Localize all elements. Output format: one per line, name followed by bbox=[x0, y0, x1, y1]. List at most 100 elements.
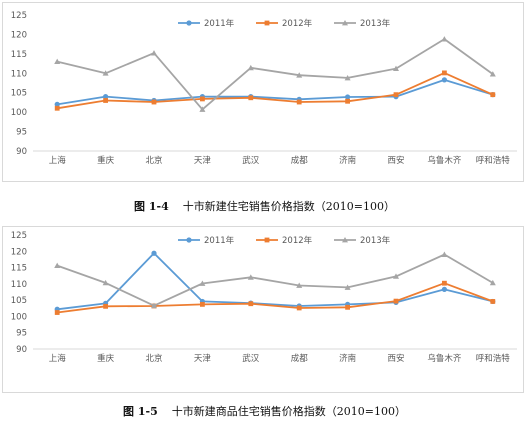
legend-marker bbox=[264, 237, 270, 243]
series-line-2 bbox=[57, 72, 494, 110]
y-tick-label: 125 bbox=[11, 231, 27, 241]
x-tick-label: 重庆 bbox=[97, 353, 115, 364]
series-line-2 bbox=[57, 282, 494, 314]
data-point bbox=[103, 303, 108, 309]
data-point bbox=[441, 36, 448, 42]
legend-marker bbox=[186, 20, 192, 26]
series-line-1 bbox=[57, 252, 494, 311]
data-point bbox=[199, 280, 206, 286]
x-tick-label: 成都 bbox=[291, 353, 309, 364]
x-tick-label: 天津 bbox=[194, 155, 212, 166]
data-point bbox=[393, 92, 399, 98]
data-point bbox=[54, 101, 60, 107]
y-tick-label: 120 bbox=[11, 247, 27, 257]
caption-number: 图 1-5 bbox=[123, 405, 158, 418]
chart-price-index-1: 90 95 100 105 110 115 120 125 上海 重庆 北京 天津 武汉 成都 济南 西安 乌鲁… bbox=[2, 2, 524, 182]
data-point bbox=[393, 273, 399, 279]
x-tick-label: 北京 bbox=[145, 155, 162, 166]
chart-price-index-2: 90 95 100 105 110 115 120 125 上海 重庆 北京 天津 武汉 成都 济南 西安 乌鲁… bbox=[2, 226, 524, 393]
figure-caption-2: 图 1-5 十市新建商品住宅销售价格指数（2010=100） bbox=[0, 403, 529, 419]
data-point bbox=[248, 301, 254, 307]
data-point bbox=[151, 250, 157, 256]
caption-title: 十市新建商品住宅销售价格指数（2010=100） bbox=[171, 405, 406, 418]
data-point bbox=[54, 262, 61, 269]
data-point bbox=[248, 95, 254, 101]
data-point bbox=[247, 64, 254, 71]
data-point bbox=[151, 50, 157, 56]
x-tick-label: 天津 bbox=[194, 353, 212, 364]
data-point bbox=[54, 105, 60, 111]
data-point bbox=[102, 70, 109, 76]
legend-marker bbox=[342, 20, 348, 26]
y-tick-label: 105 bbox=[11, 89, 27, 99]
data-point bbox=[103, 98, 108, 103]
data-point bbox=[296, 305, 302, 311]
data-point bbox=[54, 58, 61, 65]
legend-item: 2013年 bbox=[334, 18, 391, 29]
x-tick-label: 乌鲁木齐 bbox=[427, 155, 462, 166]
data-point bbox=[393, 298, 399, 304]
x-tick-label: 武汉 bbox=[242, 353, 260, 364]
y-tick-label: 90 bbox=[16, 345, 27, 355]
legend-item: 2011年 bbox=[178, 18, 235, 29]
data-point bbox=[151, 302, 157, 309]
legend-label: 2011年 bbox=[204, 18, 235, 29]
legend-marker bbox=[264, 20, 270, 26]
legend-item: 2012年 bbox=[256, 235, 313, 246]
y-tick-label: 110 bbox=[11, 69, 27, 79]
data-point bbox=[103, 94, 109, 100]
y-tick-label: 100 bbox=[11, 108, 27, 118]
data-point bbox=[296, 72, 303, 78]
y-tick-label: 115 bbox=[11, 50, 27, 60]
caption-title: 十市新建住宅销售价格指数（2010=100） bbox=[182, 200, 395, 213]
data-point bbox=[441, 286, 447, 292]
data-point bbox=[296, 282, 303, 288]
x-tick-label: 呼和浩特 bbox=[476, 353, 511, 364]
data-point bbox=[345, 98, 350, 104]
data-point bbox=[490, 92, 496, 98]
data-point bbox=[200, 96, 205, 102]
data-point bbox=[344, 74, 351, 81]
legend-item: 2012年 bbox=[256, 18, 313, 29]
x-tick-label: 上海 bbox=[49, 353, 67, 364]
data-point bbox=[490, 299, 496, 304]
y-tick-label: 115 bbox=[11, 264, 27, 274]
data-point bbox=[393, 65, 399, 72]
x-tick-label: 重庆 bbox=[97, 155, 115, 166]
y-tick-label: 95 bbox=[16, 128, 27, 138]
data-point bbox=[247, 274, 254, 280]
data-point bbox=[442, 70, 447, 76]
x-tick-label: 呼和浩特 bbox=[476, 155, 511, 166]
data-point bbox=[489, 71, 496, 77]
y-tick-label: 90 bbox=[16, 147, 27, 157]
data-point bbox=[345, 304, 350, 310]
legend-marker bbox=[342, 237, 348, 243]
x-tick-label: 济南 bbox=[339, 353, 356, 364]
legend-label: 2013年 bbox=[360, 235, 391, 246]
data-point bbox=[199, 106, 206, 112]
data-point bbox=[151, 99, 157, 105]
figure-caption-1: 图 1-4 十市新建住宅销售价格指数（2010=100） bbox=[0, 198, 529, 214]
data-point bbox=[344, 284, 351, 290]
x-tick-label: 乌鲁木齐 bbox=[427, 353, 462, 364]
x-tick-label: 成都 bbox=[291, 155, 309, 166]
y-tick-label: 105 bbox=[11, 296, 27, 306]
data-point bbox=[296, 99, 302, 105]
x-tick-label: 武汉 bbox=[242, 155, 260, 166]
legend-label: 2013年 bbox=[360, 18, 391, 29]
x-tick-label: 西安 bbox=[387, 353, 404, 364]
data-point bbox=[442, 280, 447, 286]
legend-label: 2011年 bbox=[204, 235, 235, 246]
x-tick-label: 西安 bbox=[387, 155, 404, 166]
y-tick-label: 95 bbox=[16, 329, 27, 339]
y-tick-label: 110 bbox=[11, 280, 27, 290]
data-point bbox=[200, 301, 205, 307]
series-line-3 bbox=[56, 253, 494, 307]
y-tick-label: 120 bbox=[11, 30, 27, 40]
data-point bbox=[102, 279, 109, 286]
chart-svg: 90 95 100 105 110 115 120 125 上海 重庆 北京 天津 武汉 成都 济南 西安 乌鲁… bbox=[11, 231, 517, 364]
legend-item: 2011年 bbox=[178, 235, 235, 246]
data-point bbox=[441, 77, 447, 83]
legend-label: 2012年 bbox=[282, 18, 313, 29]
y-tick-label: 125 bbox=[11, 11, 27, 21]
